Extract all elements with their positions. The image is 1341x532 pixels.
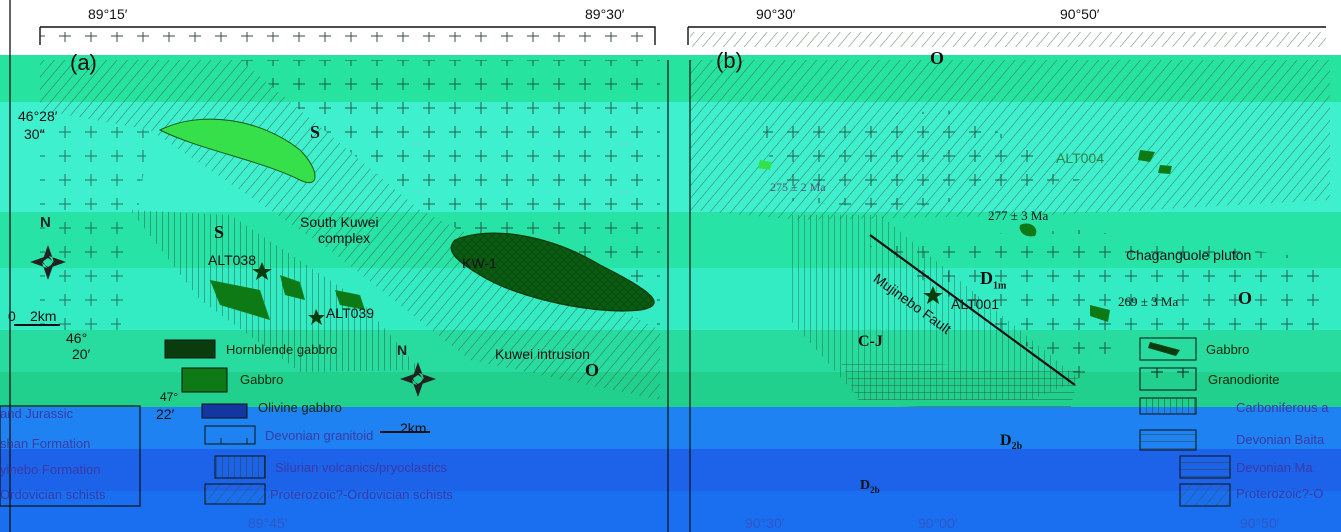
intrusion-name: Kuwei intrusion (495, 346, 590, 362)
sample-ALT039: ALT039 (326, 305, 374, 321)
legend-b-granodiorite: Granodiorite (1208, 372, 1280, 387)
unit-D2b-letter: D (1000, 432, 1012, 449)
unit-D2b-lower-sub: 2b (870, 484, 880, 495)
sample-ALT001: ALT001 (951, 296, 999, 312)
bottom-tick-3: 90°00′ (918, 515, 958, 531)
top-tick-a-2: 89°30′ (585, 6, 625, 22)
unit-O-b-mid: O (1238, 288, 1253, 308)
age-277: 277 ± 3 Ma (988, 208, 1049, 223)
legend-a-olivine-gabbro: Olivine gabbro (258, 400, 342, 415)
top-tick-a-1: 89°15′ (88, 6, 128, 22)
pluton-name: Chaganguole pluton (1126, 247, 1252, 263)
left-legend-yinebo: yinebo Formation (0, 462, 101, 477)
unit-O-b-top: O (930, 48, 945, 68)
age-269: 269 ± 3 Ma (1118, 294, 1179, 309)
age-275: 275 ± 2 Ma (770, 180, 826, 194)
scale-zero-a: 0 (8, 308, 16, 324)
lat-north-a-deg: 46°28′ (18, 108, 58, 124)
complex-name-line2: complex (318, 230, 371, 246)
legend-a-proterozoic-schists: Proterozoic?-Ordovician schists (270, 487, 453, 502)
left-legend-ordovician: Ordovician schists (0, 487, 106, 502)
bottom-tick-2: 90°30′ (745, 515, 785, 531)
left-legend-jurassic: and Jurassic (0, 406, 73, 421)
north-symbol-legend: N (397, 342, 408, 358)
north-symbol-a: N (40, 214, 51, 231)
panel-a-label: (a) (70, 50, 97, 75)
lat-south-a-deg: 47° (160, 390, 179, 404)
unit-S-north: S (310, 122, 321, 142)
legend-a-silurian-volcanics: Silurian volcanics/pryoclastics (275, 460, 447, 475)
unit-S-south: S (214, 222, 225, 242)
legend-b-devonian-ma: Devonian Ma (1236, 460, 1313, 475)
lat-north-a-min: 30″ (24, 126, 45, 142)
complex-name-line1: South Kuwei (300, 214, 379, 230)
unit-D2b-upper: D2b (1000, 432, 1022, 452)
unit-D2b-sub: 2b (1011, 441, 1023, 453)
lat-mid-a-min: 20′ (72, 346, 91, 362)
bottom-tick-4: 90°50′ (1240, 515, 1280, 531)
unit-O-a: O (585, 360, 600, 380)
legend-a-gabbro: Gabbro (240, 372, 284, 387)
unit-D1m-letter: D (980, 268, 993, 288)
unit-D2b-lower-letter: D (860, 478, 871, 493)
left-legend-shan: shan Formation (0, 436, 91, 451)
sample-KW-1: KW-1 (462, 255, 497, 271)
bottom-tick-1: 89°45′ (248, 515, 288, 531)
unit-D2b-lower: D2b (860, 478, 880, 495)
legend-b-gabbro: Gabbro (1206, 342, 1250, 357)
unit-D1m: D1m (980, 268, 1006, 292)
panel-b-label: (b) (716, 48, 743, 73)
legend-b-devonian-baita: Devonian Baita (1236, 432, 1325, 447)
top-tick-b-2: 90°50′ (1060, 6, 1100, 22)
legend-b-carboniferous: Carboniferous a (1236, 400, 1329, 415)
scale-unit-a: 2km (30, 308, 57, 324)
legend-a-devonian-granitoid: Devonian granitoid (265, 428, 374, 443)
lat-mid-a-deg: 46° (66, 330, 88, 346)
legend-b-proterozoic: Proterozoic?-O (1236, 486, 1324, 501)
legend-a-hornblende-gabbro: Hornblende gabbro (226, 342, 338, 357)
sample-ALT038: ALT038 (208, 252, 256, 268)
unit-CJ: C-J (858, 333, 883, 350)
lat-south-a-min: 22′ (156, 406, 175, 422)
sample-ALT004: ALT004 (1056, 150, 1104, 166)
unit-D1m-sub: 1m (993, 280, 1007, 292)
top-tick-b-1: 90°30′ (756, 6, 796, 22)
scale-unit-a-2: 2km (400, 420, 427, 436)
